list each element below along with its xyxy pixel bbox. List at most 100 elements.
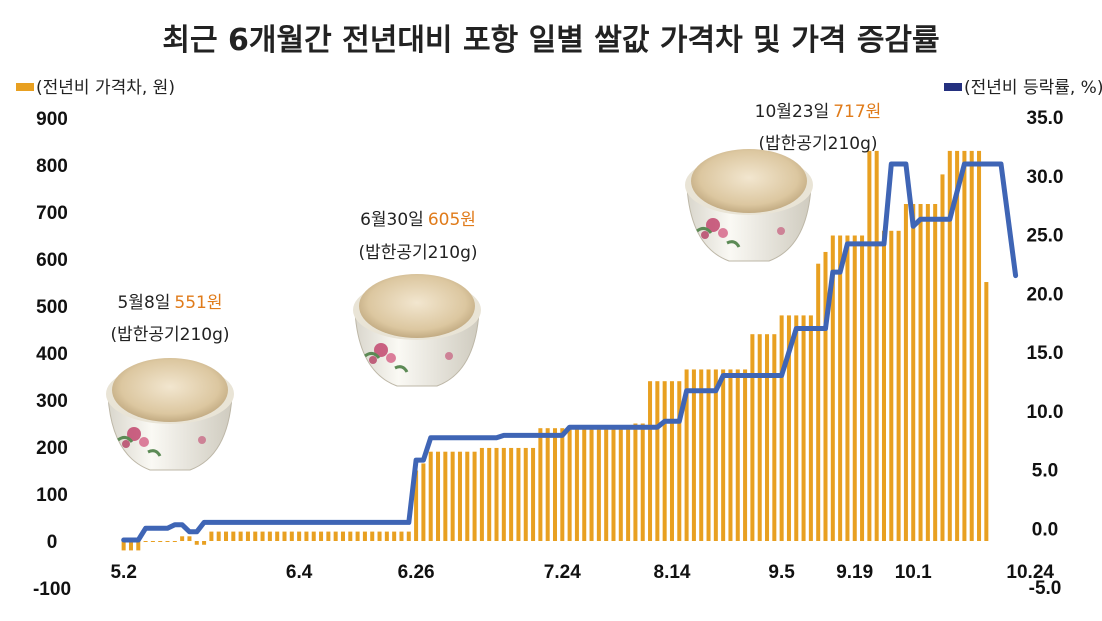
bar — [677, 381, 682, 541]
bar — [757, 334, 762, 541]
annotation-oct23: 10월23일 717원 (밥한공기210g) — [683, 102, 882, 263]
bar — [794, 315, 799, 541]
rice-bowl-icon — [351, 272, 483, 388]
rate-line — [121, 161, 1019, 543]
bar — [881, 230, 886, 542]
bar — [669, 381, 674, 541]
annotation-jun30-line1: 6월30일 605원 — [360, 210, 476, 230]
left-tick-label: 700 — [36, 203, 68, 224]
bar — [816, 263, 821, 541]
x-tick-label: 9.5 — [768, 562, 795, 583]
bar — [487, 447, 492, 541]
bar — [947, 150, 952, 541]
bar — [275, 531, 280, 541]
legend-label-bar: (전년비 가격차, 원) — [36, 78, 175, 98]
left-tick-label: 800 — [36, 156, 68, 177]
x-tick-label: 8.14 — [654, 562, 691, 583]
legend-right: (전년비 등락률, %) — [944, 78, 1102, 98]
bar — [362, 531, 367, 541]
bar — [450, 451, 455, 541]
x-tick-label: 10.24 — [1006, 562, 1054, 583]
bar — [918, 204, 923, 541]
bar — [867, 150, 872, 541]
bar — [516, 447, 521, 541]
left-tick-label: 300 — [36, 391, 68, 412]
bar — [267, 531, 272, 541]
bar — [808, 315, 813, 541]
bar — [128, 541, 133, 551]
bar — [691, 369, 696, 541]
rice-bowl-icon — [683, 147, 815, 263]
bar — [150, 541, 155, 542]
bar — [896, 230, 901, 542]
right-tick-label: 0.0 — [1032, 519, 1058, 540]
bar — [735, 369, 740, 541]
bar — [655, 381, 660, 541]
chart-title: 최근 6개월간 전년대비 포항 일별 쌀값 가격차 및 가격 증감률 — [162, 23, 939, 58]
right-tick-label: 30.0 — [1027, 167, 1064, 188]
bar — [786, 315, 791, 541]
bar — [311, 531, 316, 541]
bar — [560, 428, 565, 541]
bar — [531, 447, 536, 541]
bar — [538, 428, 543, 541]
bar — [479, 447, 484, 541]
bar — [728, 369, 733, 541]
bar — [779, 315, 784, 541]
x-tick-label: 6.4 — [286, 562, 313, 583]
x-tick-label: 6.26 — [398, 562, 435, 583]
bar — [940, 174, 945, 541]
left-tick-label: 900 — [36, 109, 68, 130]
bar — [523, 447, 528, 541]
right-tick-label: 10.0 — [1027, 402, 1064, 423]
bar — [969, 150, 974, 541]
bar — [604, 428, 609, 541]
annotation-may8: 5월8일 551원 (밥한공기210g) — [104, 293, 236, 472]
bar — [684, 369, 689, 541]
bar — [297, 531, 302, 541]
bar — [348, 531, 353, 541]
bar — [209, 531, 214, 541]
x-tick-label: 5.2 — [110, 562, 136, 583]
bar — [465, 451, 470, 541]
annotation-jun30: 6월30일 605원 (밥한공기210g) — [351, 210, 483, 388]
bar — [911, 204, 916, 541]
bar — [501, 447, 506, 541]
bar — [845, 235, 850, 541]
bar — [889, 230, 894, 542]
bar — [699, 369, 704, 541]
annotation-oct23-line1: 10월23일 717원 — [755, 102, 882, 122]
bar — [509, 447, 514, 541]
bar — [830, 235, 835, 541]
bar — [582, 428, 587, 541]
left-axis: 900 800 700 600 500 400 300 200 100 0 -100 — [33, 109, 71, 600]
bar — [384, 531, 389, 541]
bar — [552, 428, 558, 541]
bar — [260, 531, 265, 541]
x-tick-label: 10.1 — [895, 562, 932, 583]
left-tick-label: 100 — [36, 485, 68, 506]
legend-swatch-bar — [16, 83, 34, 91]
x-tick-label: 9.19 — [836, 562, 873, 583]
bar — [224, 531, 229, 541]
bar — [874, 150, 879, 541]
left-tick-label: 600 — [36, 250, 68, 271]
right-tick-label: 35.0 — [1027, 108, 1064, 129]
bar — [611, 428, 616, 541]
bar — [289, 531, 294, 541]
bar — [925, 204, 930, 541]
bar — [414, 470, 419, 541]
left-tick-label: 0 — [47, 532, 58, 553]
bar — [648, 381, 653, 541]
bar — [962, 150, 967, 541]
bar — [618, 428, 623, 541]
right-tick-label: 5.0 — [1032, 461, 1058, 482]
annotation-jun30-note: (밥한공기210g) — [358, 243, 477, 263]
annotation-may8-value: 551원 — [174, 293, 222, 313]
right-tick-label: -5.0 — [1029, 578, 1062, 599]
annotation-oct23-value: 717원 — [833, 102, 881, 122]
bar — [626, 428, 631, 541]
bar — [121, 541, 126, 551]
x-axis: 5.2 6.4 6.26 7.24 8.14 9.5 9.19 10.1 10.24 — [110, 562, 1054, 583]
